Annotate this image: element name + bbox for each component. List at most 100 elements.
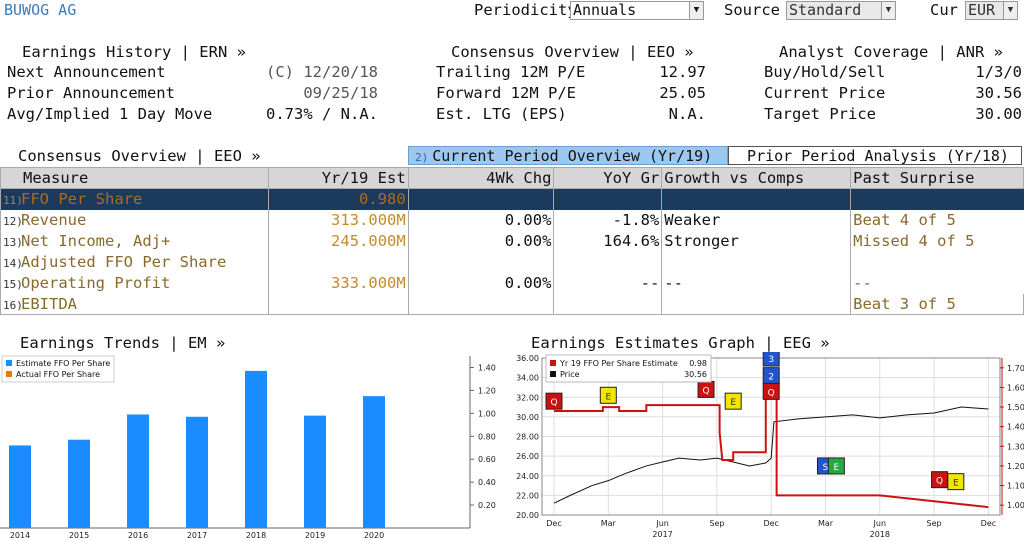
table-row[interactable]: 14)Adjusted FFO Per Share bbox=[0, 251, 1024, 273]
avg-move-value: 0.73% / N.A. bbox=[266, 105, 378, 123]
consensus-overview-top-title[interactable]: Consensus Overview | EEO » bbox=[451, 43, 694, 61]
left-tick-label: 28.00 bbox=[516, 433, 539, 442]
earnings-graph-title[interactable]: Earnings Estimates Graph | EEG » bbox=[531, 334, 830, 352]
marker-box bbox=[762, 382, 780, 400]
source-select[interactable]: Standard ▼ bbox=[786, 1, 896, 20]
chg-cell bbox=[407, 188, 554, 210]
periodicity-select[interactable]: Annuals ▼ bbox=[570, 1, 704, 20]
earnings-history-title[interactable]: Earnings History | ERN » bbox=[22, 43, 246, 61]
surprise-cell: Beat 3 of 5 bbox=[850, 293, 1024, 315]
event-marker: Q bbox=[762, 382, 780, 400]
cur-label: Cur bbox=[930, 1, 958, 19]
periodicity-value: Annuals bbox=[573, 1, 637, 19]
estimate-cell: 245.000M bbox=[267, 230, 409, 252]
source-label: Source bbox=[724, 1, 780, 19]
prior-announcement-label: Prior Announcement bbox=[7, 84, 175, 102]
table-row[interactable]: 13)Net Income, Adj+ 245.000M 0.00% 164.6… bbox=[0, 230, 1024, 252]
col-yoy-gr[interactable]: YoY Gr bbox=[553, 167, 663, 189]
y-tick-label: 1.40 bbox=[478, 363, 496, 372]
yoy-cell bbox=[553, 251, 662, 273]
left-tick-label: 34.00 bbox=[516, 374, 539, 383]
table-row[interactable]: 16)EBITDA Beat 3 of 5 bbox=[0, 293, 1024, 315]
consensus-overview-title[interactable]: Consensus Overview | EEO » bbox=[18, 147, 261, 165]
earnings-trends-chart[interactable]: 0.20 0.40 0.60 0.80 1.00 1.20 1.40 2014 2015 2016… bbox=[0, 352, 512, 541]
col-past-surprise[interactable]: Past Surprise bbox=[850, 167, 1024, 189]
comps-cell: Weaker bbox=[661, 209, 851, 231]
current-price-value: 30.56 bbox=[975, 84, 1022, 102]
event-marker: 3 bbox=[762, 352, 780, 367]
tab-current-period[interactable]: 2) Current Period Overview (Yr/19) bbox=[408, 146, 728, 165]
tab-prior-period[interactable]: Prior Period Analysis (Yr/18) bbox=[728, 146, 1022, 165]
next-announcement-value: (C) 12/20/18 bbox=[266, 63, 378, 81]
left-tick-label: 36.00 bbox=[516, 354, 539, 363]
periodicity-label: Periodicity bbox=[474, 1, 577, 19]
chg-cell: 0.00% bbox=[407, 272, 554, 294]
chevron-down-icon[interactable]: ▼ bbox=[689, 2, 703, 19]
x-tick-label: 2015 bbox=[69, 531, 89, 540]
bar bbox=[9, 445, 31, 528]
left-tick-label: 26.00 bbox=[516, 452, 539, 461]
left-tick-label: 20.00 bbox=[516, 511, 539, 520]
yoy-cell bbox=[553, 293, 662, 315]
col-measure[interactable]: Measure bbox=[0, 167, 269, 189]
tab-current-period-label: Current Period Overview (Yr/19) bbox=[432, 147, 713, 165]
surprise-cell bbox=[850, 251, 1024, 273]
x-tick-label: Dec bbox=[546, 519, 561, 528]
table-row[interactable]: 15)Operating Profit 333.000M 0.00% -- --… bbox=[0, 272, 1024, 294]
earnings-estimates-chart[interactable]: 20.00 22.00 24.00 26.00 28.00 30.00 32.00 34.00… bbox=[512, 352, 1024, 541]
earnings-trends-title[interactable]: Earnings Trends | EM » bbox=[20, 334, 226, 352]
legend-label-actual: Actual FFO Per Share bbox=[16, 370, 100, 379]
bar bbox=[68, 439, 90, 528]
row-number: 13) bbox=[3, 236, 23, 249]
y-tick-label: 0.40 bbox=[478, 478, 496, 487]
table-row[interactable]: 11)FFO Per Share 0.980 bbox=[0, 188, 1024, 210]
chevron-down-icon[interactable]: ▼ bbox=[881, 2, 895, 19]
col-estimate[interactable]: Yr/19 Est bbox=[267, 167, 409, 189]
x-tick-label: 2020 bbox=[364, 531, 384, 540]
legend-box bbox=[1, 355, 115, 383]
legend-swatch-estimate bbox=[550, 360, 556, 366]
estimate-cell bbox=[267, 251, 409, 273]
marker-label: E bbox=[605, 392, 611, 402]
buy-hold-sell-value: 1/3/0 bbox=[975, 63, 1022, 81]
x-tick-label: Mar bbox=[601, 519, 617, 528]
y-tick-label: 0.80 bbox=[478, 432, 496, 441]
company-name[interactable]: BUWOG AG bbox=[4, 1, 77, 19]
bar bbox=[127, 414, 149, 528]
row-number: 12) bbox=[3, 215, 23, 228]
buy-hold-sell-label: Buy/Hold/Sell bbox=[764, 63, 886, 81]
year-label: 2017 bbox=[652, 530, 672, 539]
measure-cell: FFO Per Share bbox=[21, 190, 143, 209]
right-tick-label: 1.60 bbox=[1007, 383, 1024, 392]
legend-swatch-price bbox=[550, 371, 556, 377]
chevron-down-icon[interactable]: ▼ bbox=[1003, 2, 1017, 19]
bar bbox=[186, 416, 208, 528]
x-tick-label: Mar bbox=[818, 519, 834, 528]
x-tick-label: Sep bbox=[709, 519, 724, 528]
forward-pe-label: Forward 12M P/E bbox=[436, 84, 576, 102]
marker-label: 3 bbox=[768, 355, 774, 365]
left-tick-label: 30.00 bbox=[516, 413, 539, 422]
comps-cell: -- bbox=[661, 272, 851, 294]
yoy-cell: 164.6% bbox=[553, 230, 662, 252]
x-tick-label: Jun bbox=[873, 519, 887, 528]
col-growth-vs-comps[interactable]: Growth vs Comps bbox=[661, 167, 852, 189]
x-tick-label: 2014 bbox=[10, 531, 30, 540]
target-price-label: Target Price bbox=[764, 105, 876, 123]
analyst-coverage-title[interactable]: Analyst Coverage | ANR » bbox=[779, 43, 1003, 61]
table-row[interactable]: 12)Revenue 313.000M 0.00% -1.8% Weaker B… bbox=[0, 209, 1024, 231]
currency-select[interactable]: EUR ▼ bbox=[965, 1, 1018, 20]
tab-number: 2) bbox=[415, 151, 429, 164]
bar bbox=[245, 370, 267, 528]
right-tick-label: 1.70 bbox=[1007, 364, 1024, 373]
marker-label: Q bbox=[936, 477, 943, 487]
event-marker: Q bbox=[545, 392, 563, 410]
comps-cell bbox=[661, 188, 851, 210]
right-tick-label: 1.40 bbox=[1007, 423, 1024, 432]
row-number: 14) bbox=[3, 257, 23, 270]
col-4wk-chg[interactable]: 4Wk Chg bbox=[407, 167, 555, 189]
measure-cell: Adjusted FFO Per Share bbox=[21, 253, 227, 271]
x-tick-label: 2018 bbox=[246, 531, 266, 540]
marker-label: Q bbox=[702, 386, 709, 396]
est-ltg-label: Est. LTG (EPS) bbox=[436, 105, 567, 123]
